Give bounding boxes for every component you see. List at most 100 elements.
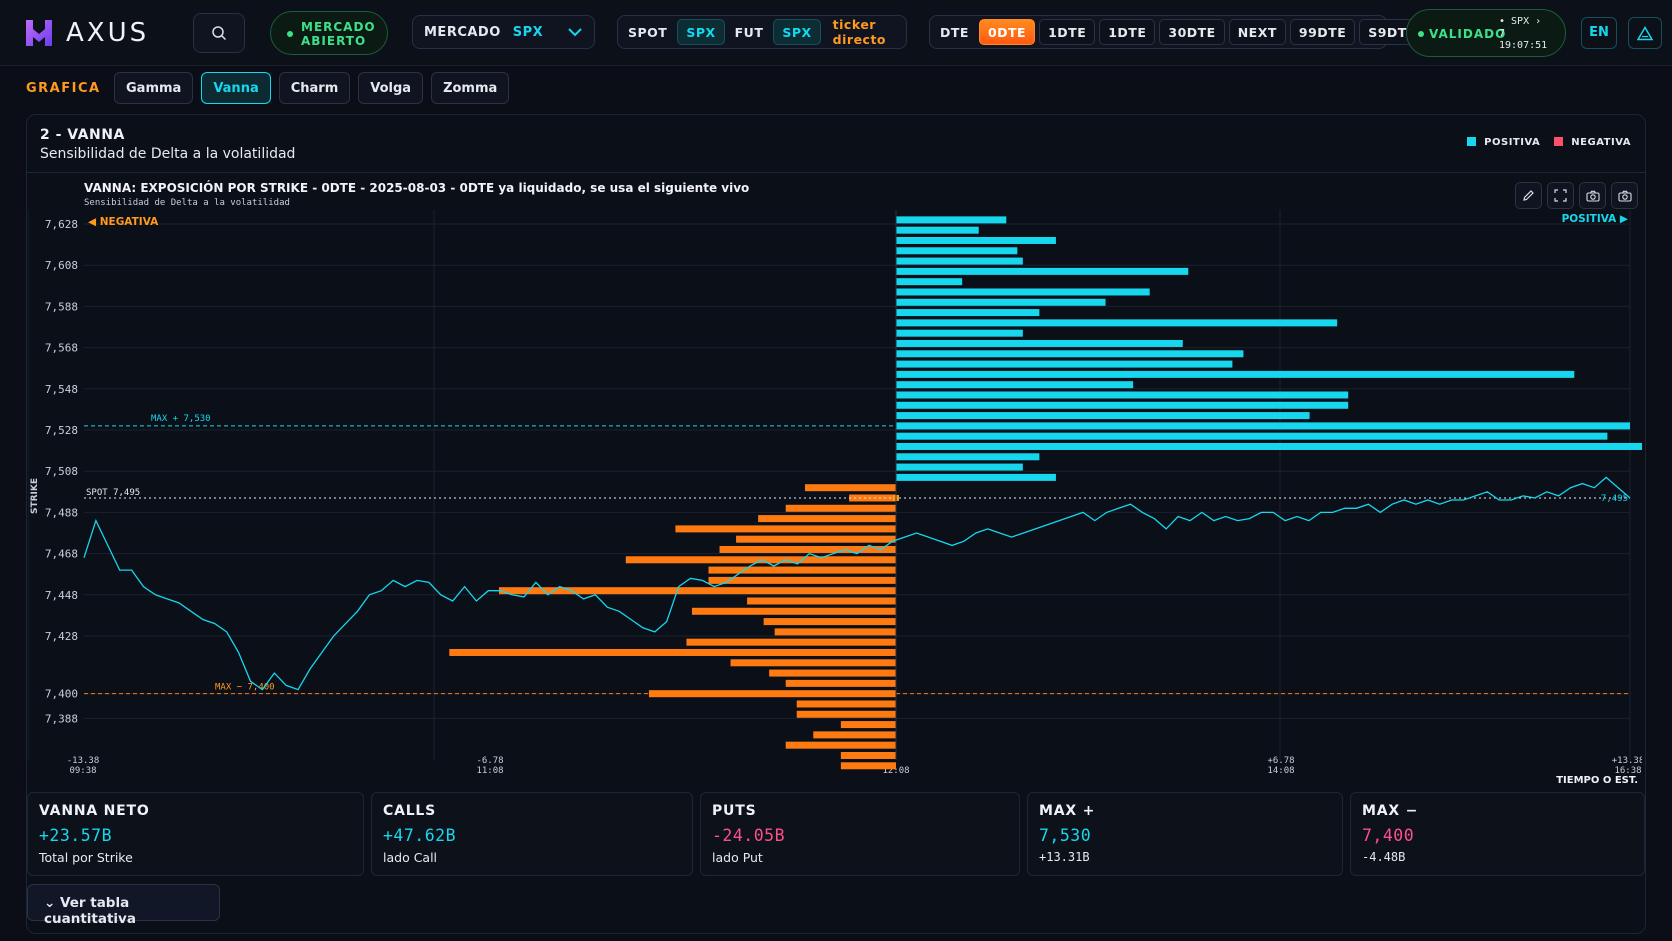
chevron-down-icon bbox=[568, 28, 582, 37]
positive-bar-7595 bbox=[896, 288, 1150, 296]
dte-option-30dte[interactable]: 30DTE bbox=[1159, 19, 1225, 45]
positive-bar-7550 bbox=[896, 381, 1134, 389]
y-tick-label: 7,400 bbox=[45, 688, 78, 701]
card-sub: -4.48B bbox=[1362, 850, 1406, 864]
negative-bar-7370 bbox=[840, 751, 896, 759]
market-select-value: SPX bbox=[512, 25, 544, 40]
positive-bar-7585 bbox=[896, 309, 1040, 317]
market-status-line2: ABIERTO bbox=[301, 34, 367, 48]
panel-header: 2 - VANNA Sensibilidad de Delta a la vol… bbox=[27, 115, 1645, 173]
negative-bar-7475 bbox=[736, 535, 896, 543]
negative-bar-7435 bbox=[763, 618, 896, 626]
dte-option-1dte-b[interactable]: 1DTE bbox=[1099, 19, 1156, 45]
snapshot-button[interactable] bbox=[1579, 182, 1606, 209]
card-sub: lado Put bbox=[712, 850, 763, 865]
y-tick-label: 7,548 bbox=[45, 383, 78, 396]
positive-bar-7545 bbox=[896, 391, 1349, 399]
ticker-direct-link[interactable]: ticker directo bbox=[832, 17, 887, 47]
positive-bar-7570 bbox=[896, 339, 1183, 347]
spot-label: SPOT 7,495 bbox=[86, 488, 140, 498]
chart-tabs: GRAFICA Gamma Vanna Charm Volga Zomma bbox=[26, 72, 510, 104]
pencil-icon bbox=[1523, 190, 1534, 201]
positive-bar-7630 bbox=[896, 216, 1007, 224]
positive-bar-7515 bbox=[896, 453, 1040, 461]
summary-card-max: MAX − 7,400 -4.48B bbox=[1350, 792, 1645, 876]
y-tick-label: 7,508 bbox=[45, 465, 78, 478]
top-bar: AXUS MERCADO ABIERTO MERCADO SPX SPOT SPX… bbox=[0, 0, 1672, 66]
spot-ticker-button[interactable]: SPX bbox=[677, 19, 725, 45]
validated-info: • SPX › 7 19:07:51 bbox=[1499, 16, 1547, 52]
fullscreen-button[interactable] bbox=[1547, 182, 1574, 209]
negative-bar-7460 bbox=[708, 566, 896, 574]
dte-option-next[interactable]: NEXT bbox=[1228, 19, 1286, 45]
negative-bar-7440 bbox=[691, 607, 896, 615]
search-button[interactable] bbox=[193, 13, 245, 53]
market-select[interactable]: MERCADO SPX bbox=[412, 15, 595, 49]
positive-bar-7525 bbox=[896, 432, 1608, 440]
positive-bar-7620 bbox=[896, 236, 1056, 244]
fut-ticker-button[interactable]: SPX bbox=[773, 19, 821, 45]
negative-bar-7430 bbox=[774, 628, 896, 636]
x-tick-time: 11:08 bbox=[476, 766, 503, 776]
x-tick-value: -13.38 bbox=[67, 756, 100, 766]
card-label: VANNA NETO bbox=[39, 803, 150, 819]
positive-bar-7600 bbox=[896, 278, 963, 286]
negative-bar-7395 bbox=[796, 700, 896, 708]
positive-bar-7505 bbox=[896, 473, 1056, 481]
positive-bar-7565 bbox=[896, 350, 1244, 358]
tab-vanna[interactable]: Vanna bbox=[201, 72, 271, 104]
x-tick-value: -6.78 bbox=[476, 756, 503, 766]
brand-logo[interactable]: AXUS bbox=[24, 18, 149, 48]
language-button[interactable]: EN bbox=[1581, 17, 1617, 49]
panel-subtitle: Sensibilidad de Delta a la volatilidad bbox=[40, 146, 296, 162]
y-tick-label: 7,488 bbox=[45, 506, 78, 519]
market-select-label: MERCADO bbox=[424, 25, 501, 40]
x-tick-value: +13.38 bbox=[1612, 756, 1642, 766]
y-tick-label: 7,528 bbox=[45, 424, 78, 437]
summary-card-calls: CALLS +47.62B lado Call bbox=[371, 792, 693, 876]
spot-right-label: 7,495 bbox=[1601, 494, 1628, 504]
toggle-quant-table-button[interactable]: ⌄ Ver tabla cuantitativa bbox=[27, 884, 220, 927]
download-image-button[interactable] bbox=[1611, 182, 1638, 209]
tab-zomma[interactable]: Zomma bbox=[431, 72, 510, 104]
max-pos-label: MAX + 7,530 bbox=[151, 414, 211, 424]
card-label: PUTS bbox=[712, 803, 757, 819]
positive-bar-7580 bbox=[896, 319, 1338, 327]
dte-option-1dte[interactable]: 1DTE bbox=[1039, 19, 1096, 45]
alert-button[interactable] bbox=[1628, 17, 1662, 49]
tab-charm[interactable]: Charm bbox=[278, 72, 351, 104]
negative-bar-7410 bbox=[769, 669, 896, 677]
x-axis-label: TIEMPO O EST. bbox=[1556, 775, 1638, 786]
section-label: GRAFICA bbox=[26, 80, 101, 96]
positive-bar-7575 bbox=[896, 329, 1023, 337]
card-value: 7,530 bbox=[1039, 826, 1092, 845]
dte-option-99dte[interactable]: 99DTE bbox=[1289, 19, 1356, 45]
card-label: CALLS bbox=[383, 803, 437, 819]
positive-bar-7625 bbox=[896, 226, 979, 234]
tab-gamma[interactable]: Gamma bbox=[114, 72, 194, 104]
positive-bar-7560 bbox=[896, 360, 1233, 368]
tab-volga[interactable]: Volga bbox=[358, 72, 424, 104]
x-tick-time: 14:08 bbox=[1267, 766, 1294, 776]
vanna-chart[interactable]: VANNA: EXPOSICIÓN POR STRIKE - 0DTE - 20… bbox=[28, 176, 1642, 786]
summary-cards: VANNA NETO +23.57B Total por Strike CALLS +4… bbox=[27, 792, 1645, 876]
expand-icon bbox=[1554, 189, 1567, 202]
edit-button[interactable] bbox=[1515, 182, 1542, 209]
card-label: MAX − bbox=[1362, 803, 1419, 819]
negative-bar-7385 bbox=[840, 721, 896, 729]
negative-bar-7415 bbox=[730, 659, 896, 667]
card-value: -24.05B bbox=[712, 826, 786, 845]
negative-bar-7485 bbox=[758, 515, 896, 523]
card-value: 7,400 bbox=[1362, 826, 1415, 845]
negative-bar-7425 bbox=[686, 638, 896, 646]
negative-bar-7470 bbox=[719, 545, 896, 553]
max-neg-label: MAX − 7,400 bbox=[215, 683, 275, 693]
dte-option-0dte[interactable]: 0DTE bbox=[978, 19, 1036, 45]
status-dot-icon bbox=[1418, 31, 1424, 37]
validated-badge[interactable]: VALIDADO • SPX › 7 19:07:51 bbox=[1406, 9, 1566, 57]
card-sub: +13.31B bbox=[1039, 850, 1090, 864]
validated-label: VALIDADO bbox=[1429, 27, 1507, 41]
warning-triangle-icon bbox=[1637, 25, 1653, 40]
negative-bar-7420 bbox=[449, 648, 896, 656]
summary-card-max: MAX + 7,530 +13.31B bbox=[1027, 792, 1343, 876]
